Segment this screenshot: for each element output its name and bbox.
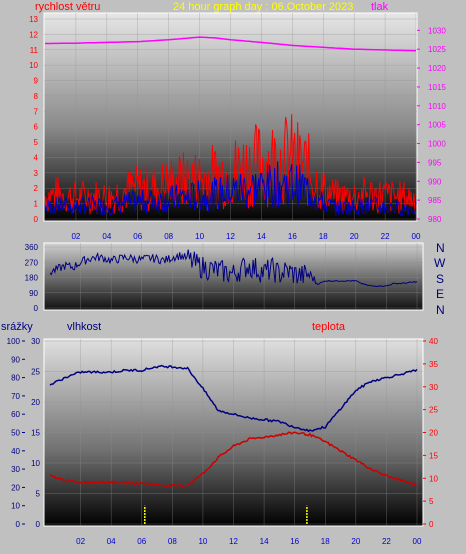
- x-tick-top-18: 18: [319, 232, 328, 241]
- y-tick-temperature-40: 40: [429, 337, 438, 346]
- header-left-label: rychlost větru: [35, 1, 100, 13]
- x-tick-top-12: 12: [226, 232, 235, 241]
- y-tick-pressure-1010: 1010: [428, 102, 446, 111]
- x-tick-top-22: 22: [381, 232, 390, 241]
- y-tick-direction-90: 90: [29, 289, 38, 298]
- y-tick-wind-6: 6: [34, 123, 39, 132]
- lower-mid-label: vlhkost: [67, 321, 101, 333]
- x-tick-bottom-10: 10: [198, 537, 207, 546]
- y-tick-pressure-1025: 1025: [428, 45, 446, 54]
- x-tick-top-14: 14: [257, 232, 266, 241]
- y-tick-rain-20: 20: [11, 483, 20, 492]
- compass-w: W: [434, 256, 446, 270]
- y-tick-humidity-0: 0: [36, 520, 41, 529]
- y-tick-rain-60: 60: [11, 410, 20, 419]
- y-tick-wind-0: 0: [34, 215, 39, 224]
- y-tick-wind-12: 12: [29, 30, 38, 39]
- x-tick-top-16: 16: [288, 232, 297, 241]
- y-tick-wind-1: 1: [34, 200, 39, 209]
- y-tick-wind-4: 4: [34, 153, 39, 162]
- series-pressure: [45, 36, 417, 52]
- y-tick-wind-13: 13: [29, 15, 38, 24]
- series-temperature: [49, 431, 418, 489]
- x-tick-top-04: 04: [102, 232, 111, 241]
- y-tick-wind-2: 2: [34, 184, 39, 193]
- y-tick-temperature-35: 35: [429, 360, 438, 369]
- x-tick-bottom-12: 12: [229, 537, 238, 546]
- y-tick-temperature-15: 15: [429, 451, 438, 460]
- x-tick-bottom-16: 16: [290, 537, 299, 546]
- x-tick-bottom-02: 02: [76, 537, 85, 546]
- y-tick-pressure-990: 990: [428, 177, 442, 186]
- x-tick-bottom-22: 22: [382, 537, 391, 546]
- x-tick-bottom-08: 08: [168, 537, 177, 546]
- y-tick-direction-180: 180: [25, 274, 39, 283]
- series-wind-gust: [44, 161, 417, 217]
- y-tick-temperature-25: 25: [429, 406, 438, 415]
- x-tick-top-00: 00: [412, 232, 421, 241]
- x-tick-top-02: 02: [71, 232, 80, 241]
- compass-n-bottom: N: [436, 303, 445, 317]
- y-tick-temperature-10: 10: [429, 474, 438, 483]
- x-tick-bottom-14: 14: [260, 537, 269, 546]
- x-tick-bottom-00: 00: [413, 537, 422, 546]
- compass-n-top: N: [436, 241, 445, 255]
- y-tick-direction-360: 360: [25, 243, 39, 252]
- y-tick-humidity-5: 5: [36, 490, 41, 499]
- x-tick-bottom-06: 06: [137, 537, 146, 546]
- y-tick-pressure-980: 980: [428, 215, 442, 224]
- series-wind-direction: [49, 249, 418, 287]
- y-tick-rain-90: 90: [11, 355, 20, 364]
- y-tick-wind-11: 11: [30, 46, 39, 55]
- x-tick-bottom-18: 18: [321, 537, 330, 546]
- y-tick-pressure-1000: 1000: [428, 140, 446, 149]
- x-tick-top-06: 06: [133, 232, 142, 241]
- y-tick-rain-80: 80: [11, 374, 20, 383]
- y-tick-direction-0: 0: [34, 304, 39, 313]
- y-tick-pressure-995: 995: [428, 158, 442, 167]
- y-tick-wind-10: 10: [29, 61, 38, 70]
- y-tick-wind-9: 9: [34, 77, 39, 86]
- y-tick-rain-30: 30: [11, 465, 20, 474]
- y-tick-wind-5: 5: [34, 138, 39, 147]
- x-tick-top-10: 10: [195, 232, 204, 241]
- y-tick-humidity-30: 30: [31, 337, 40, 346]
- compass-s: S: [436, 272, 444, 286]
- y-tick-wind-8: 8: [34, 92, 39, 101]
- x-tick-top-08: 08: [164, 232, 173, 241]
- y-tick-rain-100: 100: [7, 337, 21, 346]
- x-tick-top-20: 20: [350, 232, 359, 241]
- y-tick-rain-0: 0: [16, 520, 21, 529]
- header-right-label: tlak: [371, 1, 389, 13]
- y-tick-pressure-1015: 1015: [428, 83, 446, 92]
- x-tick-bottom-04: 04: [107, 537, 116, 546]
- y-tick-humidity-10: 10: [31, 459, 40, 468]
- compass-e: E: [436, 287, 444, 301]
- page-title: 24 hour graph day : 06.October 2023: [173, 1, 353, 13]
- y-tick-rain-70: 70: [11, 392, 20, 401]
- lower-left-label: srážky: [1, 321, 33, 333]
- y-tick-pressure-1030: 1030: [428, 26, 446, 35]
- y-tick-humidity-20: 20: [31, 398, 40, 407]
- y-tick-rain-50: 50: [11, 429, 20, 438]
- y-tick-wind-7: 7: [34, 107, 39, 116]
- series-humidity: [49, 364, 418, 433]
- y-tick-temperature-5: 5: [429, 497, 434, 506]
- lower-right-label: teplota: [312, 321, 346, 333]
- y-tick-wind-3: 3: [34, 169, 39, 178]
- y-tick-pressure-1020: 1020: [428, 64, 446, 73]
- y-tick-pressure-985: 985: [428, 196, 442, 205]
- y-tick-rain-40: 40: [11, 447, 20, 456]
- y-tick-humidity-25: 25: [31, 368, 40, 377]
- y-tick-pressure-1005: 1005: [428, 121, 446, 130]
- y-tick-temperature-20: 20: [429, 429, 438, 438]
- y-tick-humidity-15: 15: [31, 429, 40, 438]
- y-tick-direction-270: 270: [25, 258, 39, 267]
- x-tick-bottom-20: 20: [351, 537, 360, 546]
- y-tick-rain-10: 10: [11, 502, 20, 511]
- y-tick-temperature-30: 30: [429, 383, 438, 392]
- y-tick-temperature-0: 0: [429, 520, 434, 529]
